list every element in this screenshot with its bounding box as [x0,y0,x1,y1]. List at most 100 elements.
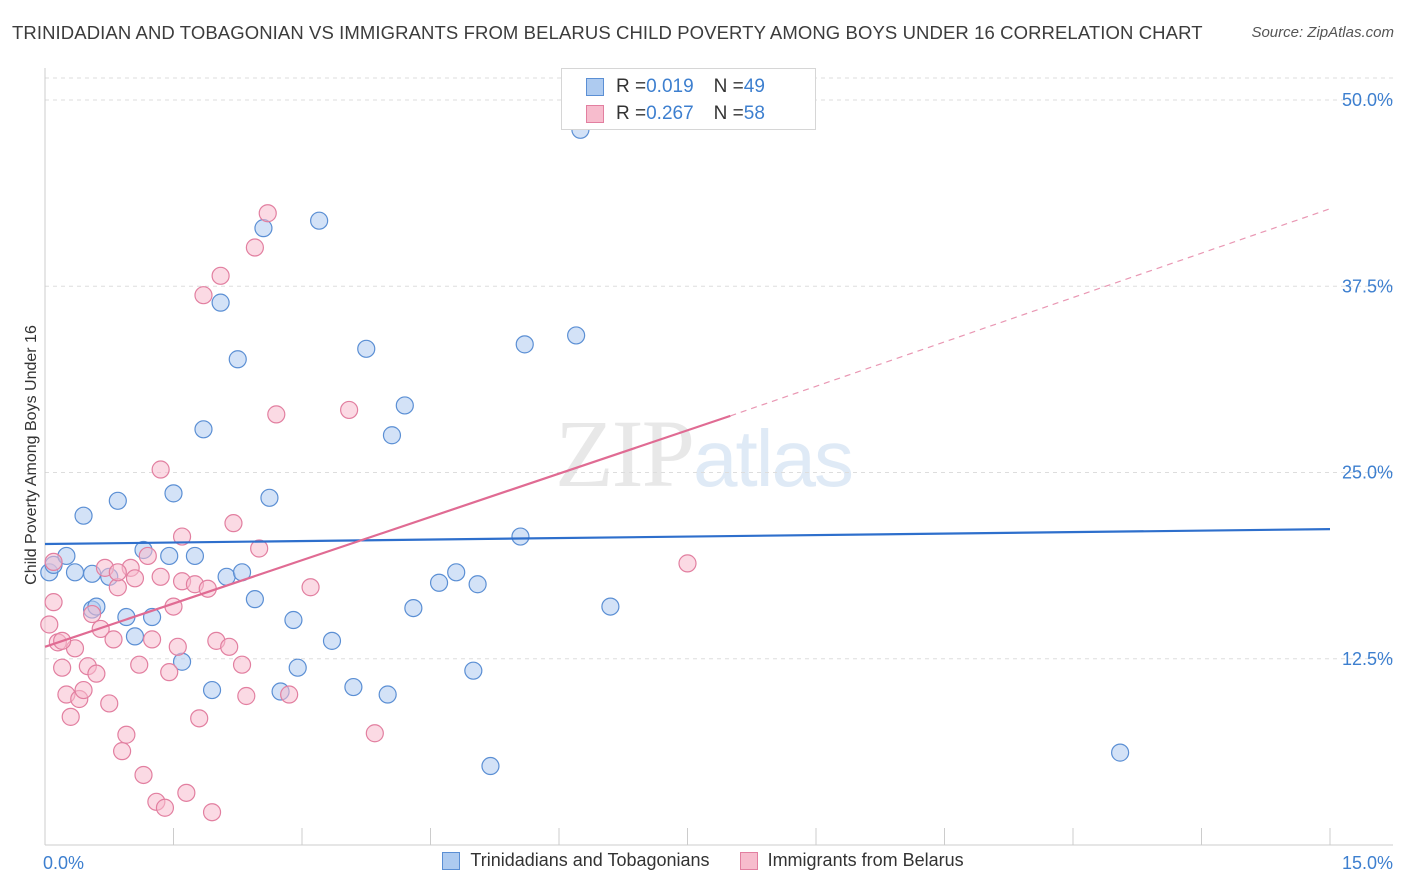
bottom-legend: Trinidadians and Tobagonians Immigrants … [0,850,1406,871]
data-point-trinidadians [228,350,247,369]
data-point-trinidadians [74,506,93,525]
trend-line-belarus-extension [730,208,1331,417]
data-point-belarus [134,765,153,785]
stats-row-belarus: R = 0.267 N = 58 [586,101,765,127]
data-point-trinidadians [395,396,414,415]
data-point-trinidadians [515,335,534,354]
data-point-trinidadians [194,420,213,439]
data-point-belarus [232,655,252,674]
data-point-trinidadians [284,610,303,630]
data-point-belarus [100,694,119,713]
n-label: N = [713,76,744,97]
data-point-trinidadians [211,293,230,312]
data-point-trinidadians [245,590,264,609]
data-point-belarus [151,460,170,479]
data-point-belarus [224,514,243,533]
data-point-belarus [340,400,359,420]
data-point-trinidadians [260,488,279,507]
y-tick-label: 12.5% [1342,649,1393,669]
data-point-trinidadians [481,756,500,776]
series-belarus-points [40,204,697,822]
data-point-belarus [83,604,102,624]
data-point-trinidadians [160,546,179,566]
data-point-belarus [160,663,179,682]
data-point-trinidadians [344,677,363,697]
n-label: N = [713,103,744,124]
data-point-belarus [267,405,286,424]
r-value: 0.019 [646,76,694,97]
r-label: R = [616,76,647,97]
data-point-trinidadians [404,598,423,618]
data-point-trinidadians [185,546,205,566]
data-point-belarus [104,630,123,649]
data-point-trinidadians [382,426,402,445]
data-point-belarus [117,725,136,744]
legend-item-belarus[interactable]: Immigrants from Belarus [739,850,964,871]
data-point-belarus [130,655,149,674]
data-point-belarus [245,238,264,257]
data-point-belarus [237,686,256,706]
data-point-belarus [202,803,222,822]
watermark-atlas: atlas [693,414,854,503]
data-point-belarus [172,527,192,546]
legend-swatch-pink [586,105,604,123]
data-point-trinidadians [254,219,273,238]
data-point-trinidadians [310,211,329,230]
data-point-trinidadians [1111,743,1130,762]
data-point-trinidadians [288,658,307,677]
data-point-belarus [365,724,384,743]
data-point-belarus [44,552,63,572]
data-point-belarus [220,637,239,656]
trend-line-trinidadians [44,528,1331,546]
data-point-belarus [301,578,320,597]
series-trinidadians-points [40,120,1130,776]
chart-title: TRINIDADIAN AND TOBAGONIAN VS IMMIGRANTS… [12,22,1203,43]
data-point-trinidadians [567,326,586,345]
data-point-belarus [74,680,93,700]
data-point-belarus [40,615,59,634]
watermark: ZIPatlas [555,398,854,509]
data-point-trinidadians [378,685,397,704]
data-point-belarus [168,637,187,656]
legend-swatch-blue [442,851,461,870]
n-value: 49 [743,76,765,97]
r-value: 0.267 [646,103,694,124]
stats-row-trinidadians: R = 0.019 N = 49 [586,74,765,100]
axes [44,68,1393,846]
data-point-trinidadians [202,680,222,700]
stats-legend: R = 0.019 N = 49 R = 0.267 N = 58 [561,68,816,130]
y-tick-label: 50.0% [1342,90,1393,110]
data-point-belarus [177,783,196,802]
data-point-belarus [211,266,230,285]
data-point-trinidadians [108,491,127,510]
data-point-trinidadians [164,484,183,503]
n-value: 58 [743,103,765,124]
data-point-belarus [155,798,175,817]
data-point-belarus [280,685,299,704]
data-point-belarus [151,567,170,586]
data-point-trinidadians [468,575,487,594]
data-point-belarus [108,563,127,582]
data-point-belarus [112,742,132,761]
data-point-belarus [142,630,162,649]
legend-label: Immigrants from Belarus [767,850,964,870]
tick-labels: 12.5% 25.0% 37.5% 50.0% 0.0% 15.0% [43,90,1393,873]
trend-lines [44,208,1331,648]
data-point-trinidadians [357,339,376,358]
data-point-trinidadians [65,563,85,582]
data-point-belarus [44,593,63,612]
legend-swatch-blue [586,78,604,96]
data-point-trinidadians [429,573,449,592]
data-point-belarus [138,546,157,566]
legend-swatch-pink [739,851,758,870]
legend-item-trinidadians[interactable]: Trinidadians and Tobagonians [442,850,710,871]
trend-line-belarus [44,414,731,648]
data-point-trinidadians [601,597,620,616]
data-point-belarus [250,539,269,558]
data-point-trinidadians [125,627,145,646]
data-point-trinidadians [447,563,466,582]
legend-label: Trinidadians and Tobagonians [470,850,710,870]
data-point-belarus [258,204,277,223]
r-label: R = [616,103,647,124]
